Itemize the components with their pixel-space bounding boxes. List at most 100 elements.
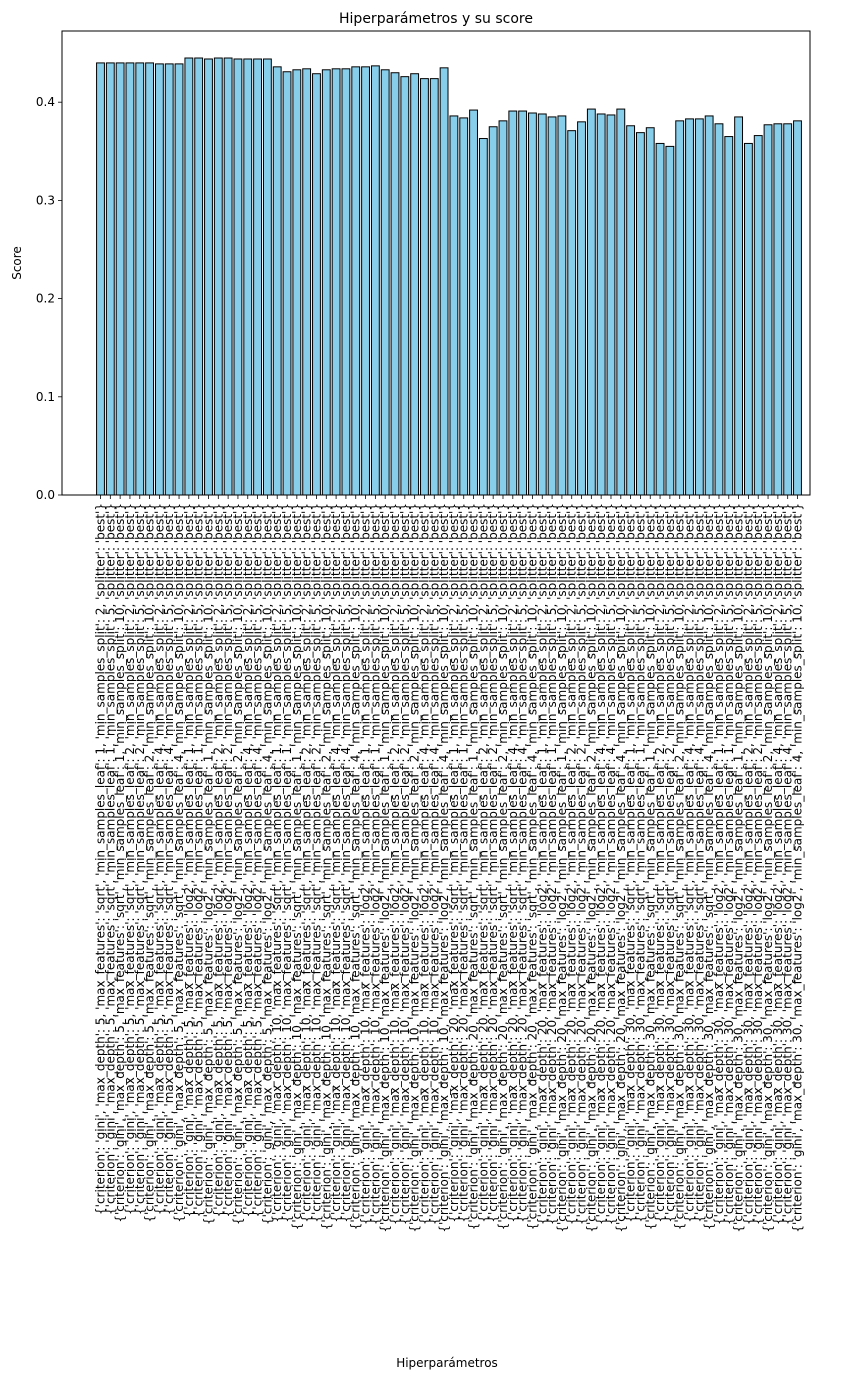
bar [665,145,675,496]
y-tick-label: 0.3 [36,193,55,207]
x-tick-label: {'criterion': 'gini', 'max_depth': 10, '… [398,503,412,1225]
bar [312,73,321,496]
bar [724,136,734,496]
x-tick-label: {'criterion': 'gini', 'max_depth': 30, '… [692,503,706,1223]
x-tick-label: {'criterion': 'gini', 'max_depth': 5, 'm… [182,503,196,1217]
bar [537,113,547,496]
bar [704,115,714,496]
x-tick-label: {'criterion': 'gini', 'max_depth': 10, '… [417,503,431,1225]
x-tick-label: {'criterion': 'gini', 'max_depth': 30, '… [683,503,697,1223]
bar [596,113,606,496]
x-tick-label: {'criterion': 'gini', 'max_depth': 20, '… [575,503,589,1225]
x-tick-label: {'criterion': 'gini', 'max_depth': 5, 'm… [113,503,127,1223]
x-tick-label: {'criterion': 'gini', 'max_depth': 30, '… [761,503,775,1233]
x-tick-label: {'criterion': 'gini', 'max_depth': 5, 'm… [152,503,166,1215]
x-tick-label: {'criterion': 'gini', 'max_depth': 30, '… [741,503,755,1225]
bar [498,120,508,496]
bar [233,58,243,496]
x-tick-label: {'criterion': 'gini', 'max_depth': 5, 'm… [231,503,245,1225]
x-tick-label: {'criterion': 'gini', 'max_depth': 30, '… [781,503,795,1225]
bar [626,125,636,496]
x-axis-label: Hiperparámetros [396,1356,498,1370]
x-tick-label: {'criterion': 'gini', 'max_depth': 5, 'm… [123,503,137,1215]
x-tick-label: {'criterion': 'gini', 'max_depth': 10, '… [437,503,451,1233]
x-tick-label: {'criterion': 'gini', 'max_depth': 10, '… [427,503,441,1225]
x-tick-label: {'criterion': 'gini', 'max_depth': 30, '… [791,503,805,1233]
x-tick-label: {'criterion': 'gini', 'max_depth': 10, '… [270,503,284,1223]
x-tick-label: {'criterion': 'gini', 'max_depth': 5, 'm… [172,503,186,1223]
bar [694,118,704,496]
bar [734,116,744,496]
bar [655,142,665,496]
bar [420,78,429,496]
bar [439,67,449,496]
x-tick-label: {'criterion': 'gini', 'max_depth': 30, '… [643,503,657,1230]
bar [636,132,645,496]
bar [675,120,685,496]
bar [292,69,302,496]
bar [125,62,135,496]
x-tick-label: {'criterion': 'gini', 'max_depth': 10, '… [319,503,333,1230]
bar [194,57,204,496]
x-tick-label: {'criterion': 'gini', 'max_depth': 5, 'm… [241,503,255,1217]
x-tick-label: {'criterion': 'gini', 'max_depth': 10, '… [368,503,382,1225]
x-tick-label: {'criterion': 'gini', 'max_depth': 20, '… [614,503,628,1233]
bar [557,115,567,496]
bar [135,62,145,496]
bar [577,121,586,496]
x-tick-label: {'criterion': 'gini', 'max_depth': 20, '… [516,503,530,1223]
x-tick-label: {'criterion': 'gini', 'max_depth': 20, '… [506,503,520,1223]
bar [331,68,341,496]
x-tick-label: {'criterion': 'gini', 'max_depth': 10, '… [280,503,294,1223]
x-tick-label: {'criterion': 'gini', 'max_depth': 5, 'm… [133,503,147,1215]
bar [164,63,174,496]
x-tick-label: {'criterion': 'gini', 'max_depth': 5, 'm… [162,503,176,1215]
bar [449,115,459,496]
bar [616,108,626,496]
bar [321,69,331,496]
x-tick-label: {'criterion': 'gini', 'max_depth': 20, '… [604,503,618,1225]
bar [184,57,194,496]
x-tick-label: {'criterion': 'gini', 'max_depth': 5, 'm… [221,503,235,1217]
x-tick-label: {'criterion': 'gini', 'max_depth': 5, 'm… [103,503,117,1215]
x-tick-label: {'criterion': 'gini', 'max_depth': 30, '… [673,503,687,1230]
bar [773,123,783,496]
x-tick-label: {'criterion': 'gini', 'max_depth': 20, '… [447,503,461,1223]
x-tick-label: {'criterion': 'gini', 'max_depth': 10, '… [309,503,323,1223]
x-tick-labels: {'criterion': 'gini', 'max_depth': 5, 'm… [94,495,805,1233]
x-tick-label: {'criterion': 'gini', 'max_depth': 20, '… [594,503,608,1225]
x-tick-label: {'criterion': 'gini', 'max_depth': 20, '… [555,503,569,1233]
y-axis-ticks: 0.0 0.1 0.2 0.3 0.4 [36,95,62,502]
bar [508,110,518,496]
bar [429,78,439,496]
y-tick-label: 0.2 [36,292,55,306]
bar [783,123,793,496]
bar [380,69,390,496]
y-tick-label: 0.0 [36,488,55,502]
bar [253,58,262,496]
bar [390,72,400,496]
x-tick-label: {'criterion': 'gini', 'max_depth': 20, '… [476,503,490,1223]
x-tick-label: {'criterion': 'gini', 'max_depth': 5, 'm… [260,503,274,1225]
bar [606,114,616,496]
x-tick-label: {'criterion': 'gini', 'max_depth': 5, 'm… [94,503,108,1215]
x-tick-label: {'criterion': 'gini', 'max_depth': 20, '… [467,503,481,1230]
x-tick-label: {'criterion': 'gini', 'max_depth': 20, '… [486,503,500,1223]
x-tick-label: {'criterion': 'gini', 'max_depth': 30, '… [751,503,765,1225]
bar [410,73,420,496]
x-tick-label: {'criterion': 'gini', 'max_depth': 10, '… [408,503,422,1233]
bar [204,58,213,496]
bar [96,62,105,496]
bar [478,138,488,496]
x-tick-label: {'criterion': 'gini', 'max_depth': 10, '… [388,503,402,1225]
x-tick-label: {'criterion': 'gini', 'max_depth': 20, '… [457,503,471,1223]
x-tick-label: {'criterion': 'gini', 'max_depth': 30, '… [624,503,638,1223]
x-tick-label: {'criterion': 'gini', 'max_depth': 5, 'm… [201,503,215,1225]
bar [567,130,577,496]
bar [302,68,312,496]
x-tick-label: {'criterion': 'gini', 'max_depth': 10, '… [339,503,353,1223]
bar [714,123,724,496]
x-tick-label: {'criterion': 'gini', 'max_depth': 10, '… [378,503,392,1233]
